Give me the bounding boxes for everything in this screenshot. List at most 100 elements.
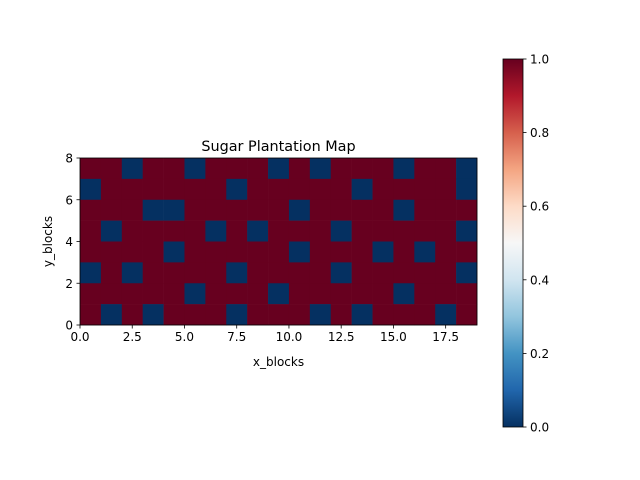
- colorbar-tick-label: 0.6: [530, 200, 549, 214]
- heatmap-cell: [330, 283, 352, 305]
- heatmap-cell: [184, 241, 206, 263]
- heatmap-cell: [414, 158, 436, 180]
- heatmap-cell: [80, 199, 102, 221]
- heatmap-cell: [456, 283, 478, 305]
- heatmap-cell: [372, 241, 394, 263]
- heatmap-cell: [288, 199, 311, 221]
- heatmap-cell: [205, 304, 227, 326]
- heatmap-cell: [309, 304, 332, 326]
- heatmap-cell: [372, 304, 394, 326]
- heatmap-cell: [288, 262, 311, 284]
- y-axis: 0 2 4 6 8: [65, 152, 80, 333]
- heatmap-cell: [330, 262, 352, 284]
- heatmap-cell: [268, 283, 290, 305]
- heatmap-cell: [288, 178, 311, 201]
- heatmap-cell: [205, 199, 227, 221]
- heatmap-cell: [309, 178, 332, 201]
- heatmap-cell: [288, 283, 311, 305]
- heatmap-cell: [163, 220, 185, 242]
- heatmap-cell: [142, 241, 164, 263]
- heatmap-cell: [80, 178, 102, 201]
- heatmap-cell: [184, 158, 206, 180]
- heatmap-cell: [309, 199, 332, 221]
- heatmap-cell: [80, 158, 102, 180]
- heatmap-cell: [247, 241, 269, 263]
- heatmap-cell: [456, 304, 478, 326]
- heatmap-cell: [414, 262, 436, 284]
- heatmap-cell: [393, 199, 415, 221]
- heatmap-cell: [309, 262, 332, 284]
- heatmap-cell: [372, 158, 394, 180]
- heatmap-cell: [142, 199, 164, 221]
- heatmap-cell: [226, 158, 248, 180]
- heatmap-cell: [142, 178, 164, 201]
- heatmap-cell: [330, 178, 352, 201]
- heatmap-cell: [393, 178, 415, 201]
- heatmap-cell: [247, 199, 269, 221]
- heatmap-cell: [80, 283, 102, 305]
- heatmap-cell: [435, 158, 457, 180]
- heatmap-cell: [351, 283, 373, 305]
- heatmap-cell: [351, 220, 373, 242]
- heatmap-cell: [80, 241, 102, 263]
- heatmap-cell: [163, 158, 185, 180]
- heatmap-cell: [414, 283, 436, 305]
- heatmap-cell: [268, 199, 290, 221]
- heatmap-cell: [121, 241, 143, 263]
- colorbar-tick-label: 0.4: [530, 273, 549, 287]
- heatmap-cell: [226, 262, 248, 284]
- heatmap-cell: [205, 241, 227, 263]
- heatmap-cell: [330, 220, 352, 242]
- heatmap-cell: [100, 178, 123, 201]
- colorbar-tick-label: 0.0: [530, 421, 549, 435]
- heatmap-cell: [309, 158, 332, 180]
- heatmap-cell: [142, 158, 164, 180]
- heatmap-cell: [288, 241, 311, 263]
- heatmap-cell: [226, 220, 248, 242]
- heatmap-cell: [163, 178, 185, 201]
- heatmap-cell: [205, 283, 227, 305]
- heatmap-cell: [205, 262, 227, 284]
- heatmap-cell: [100, 158, 123, 180]
- heatmap-cell: [456, 220, 478, 242]
- x-axis: 0.0 2.5 5.0 7.5 10.0 12.5 15.0 17.5: [70, 325, 459, 344]
- heatmap-cell: [330, 199, 352, 221]
- heatmap-cell: [393, 241, 415, 263]
- heatmap-cell: [414, 241, 436, 263]
- heatmap-cell: [351, 262, 373, 284]
- y-tick-label: 2: [65, 277, 73, 291]
- heatmap-cell: [226, 199, 248, 221]
- colorbar-tick-label: 0.8: [530, 126, 549, 140]
- heatmap-cell: [456, 199, 478, 221]
- heatmap-cell: [330, 304, 352, 326]
- heatmap-cell: [100, 304, 123, 326]
- heatmap-cell: [456, 158, 478, 180]
- heatmap-cell: [414, 199, 436, 221]
- heatmap-cell: [121, 158, 143, 180]
- heatmap-cells: [80, 158, 478, 326]
- x-tick-label: 5.0: [175, 330, 194, 344]
- heatmap-cell: [226, 283, 248, 305]
- heatmap-cell: [456, 241, 478, 263]
- heatmap-cell: [268, 262, 290, 284]
- heatmap-cell: [100, 199, 123, 221]
- heatmap-cell: [393, 283, 415, 305]
- heatmap-cell: [435, 241, 457, 263]
- heatmap-cell: [435, 220, 457, 242]
- heatmap-cell: [100, 241, 123, 263]
- heatmap-cell: [268, 304, 290, 326]
- heatmap-cell: [226, 304, 248, 326]
- heatmap-cell: [226, 178, 248, 201]
- heatmap-cell: [247, 262, 269, 284]
- heatmap-cell: [435, 178, 457, 201]
- heatmap-cell: [393, 158, 415, 180]
- colorbar-ticks: 0.0 0.2 0.4 0.6 0.8 1.0: [523, 53, 549, 435]
- heatmap-cell: [121, 220, 143, 242]
- heatmap-cell: [184, 304, 206, 326]
- heatmap-cell: [414, 304, 436, 326]
- heatmap-cell: [372, 178, 394, 201]
- y-tick-label: 4: [65, 235, 73, 249]
- heatmap-cell: [309, 283, 332, 305]
- x-tick-label: 17.5: [432, 330, 459, 344]
